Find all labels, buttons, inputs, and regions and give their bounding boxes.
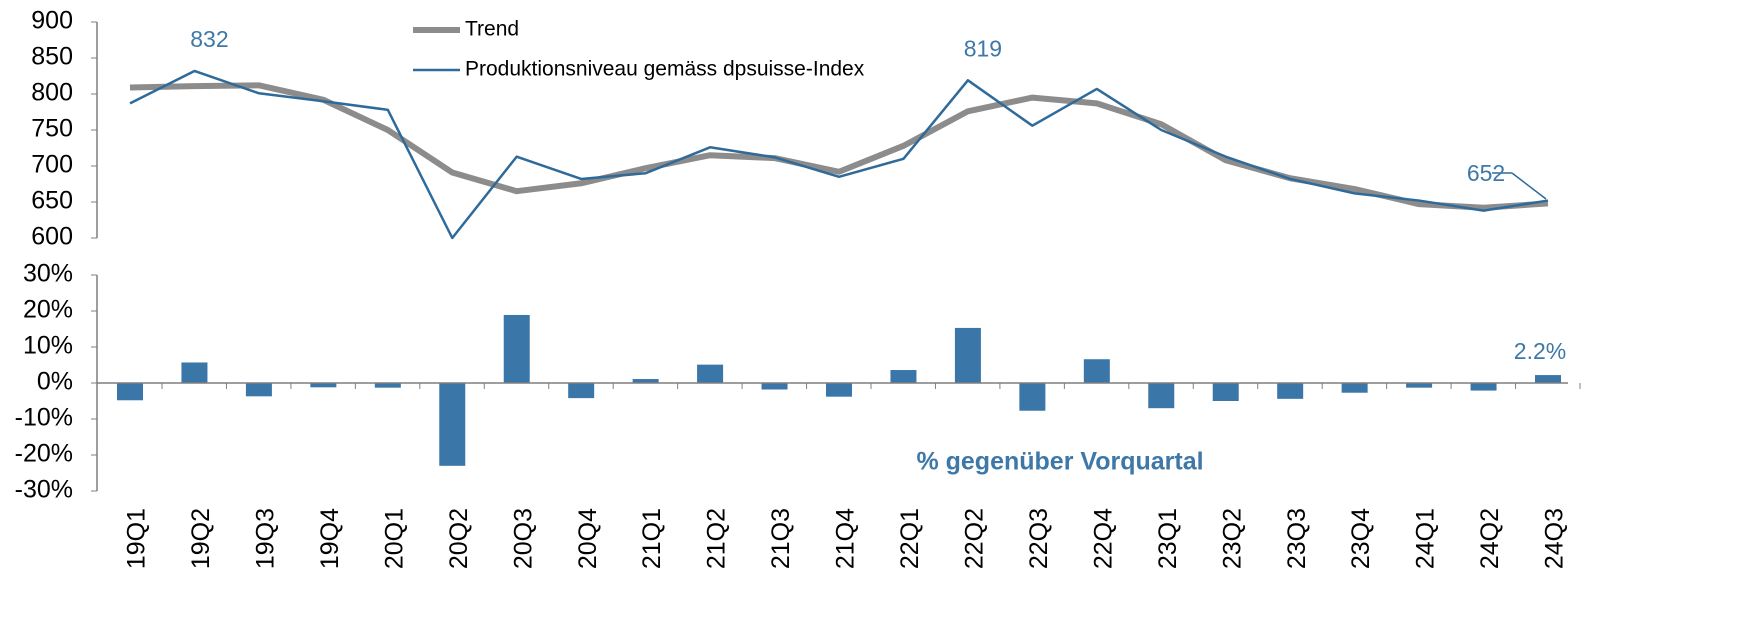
bar [697,364,724,383]
x-tick-label: 24Q2 [1476,508,1504,569]
x-tick-label: 24Q1 [1412,508,1440,569]
x-tick-label: 20Q3 [509,508,537,569]
bar [826,383,852,397]
x-tick-label: 23Q3 [1283,508,1311,569]
x-tick-label: 22Q2 [961,508,989,569]
x-tick-label: 24Q3 [1541,508,1569,569]
bar [1083,359,1110,383]
y-tick-label: 650 [31,187,73,215]
y-tick-label: -10% [15,404,73,432]
x-tick-label: 23Q2 [1218,508,1246,569]
x-tick-label: 19Q4 [316,508,344,569]
bar [1341,383,1368,393]
bar [181,362,208,383]
x-tick-label: 21Q4 [832,508,860,569]
bar [632,379,659,383]
bar [439,383,466,466]
y-tick-label: -30% [15,476,73,504]
x-tick-label: 19Q3 [252,508,280,569]
x-tick-label: 21Q1 [638,508,666,569]
x-tick-label: 22Q1 [896,508,924,569]
y-tick-label: 900 [31,7,73,35]
y-tick-label: 20% [23,296,73,324]
x-tick-label: 20Q4 [574,508,602,569]
x-tick-label: 20Q2 [445,508,473,569]
y-tick-label: 600 [31,223,73,251]
y-tick-label: -20% [15,440,73,468]
x-tick-label: 21Q2 [703,508,731,569]
bar-chart-title: % gegenüber Vorquartal [916,448,1203,476]
data-label: 652 [1467,160,1505,186]
bar [1406,383,1433,388]
x-tick-label: 23Q4 [1347,508,1375,569]
y-tick-label: 10% [23,332,73,360]
x-tick-label: 19Q2 [187,508,215,569]
y-tick-label: 850 [31,43,73,71]
bar [568,383,595,399]
x-tick-label: 22Q3 [1025,508,1053,569]
bar [890,370,917,383]
line-series [129,82,1549,211]
x-tick-label: 22Q4 [1089,508,1117,569]
bar [761,383,788,390]
bar [954,327,981,383]
bar [310,383,337,388]
x-tick-label: 20Q1 [380,508,408,569]
bar [1277,383,1304,399]
bar [1019,383,1046,411]
y-tick-label: 750 [31,115,73,143]
bar [503,314,530,383]
data-label: 2.2% [1514,338,1566,364]
y-tick-label: 30% [23,260,73,288]
legend-label: Trend [465,18,519,41]
x-tick-label: 21Q3 [767,508,795,569]
y-tick-label: 800 [31,79,73,107]
y-tick-label: 700 [31,151,73,179]
legend-label: Produktionsniveau gemäss dpsuisse-Index [465,58,865,81]
x-tick-label: 19Q1 [123,508,151,569]
line-series [129,69,1549,240]
bar [1148,383,1175,409]
data-label: 832 [190,26,228,52]
bar [374,383,401,388]
bar [1470,383,1497,391]
data-label: 819 [964,35,1002,61]
bar [245,383,272,397]
bar [117,383,143,401]
y-tick-label: 0% [37,368,73,396]
bar [1212,383,1239,401]
leader-line [1511,172,1547,200]
x-tick-label: 23Q1 [1154,508,1182,569]
bar [1535,375,1561,383]
